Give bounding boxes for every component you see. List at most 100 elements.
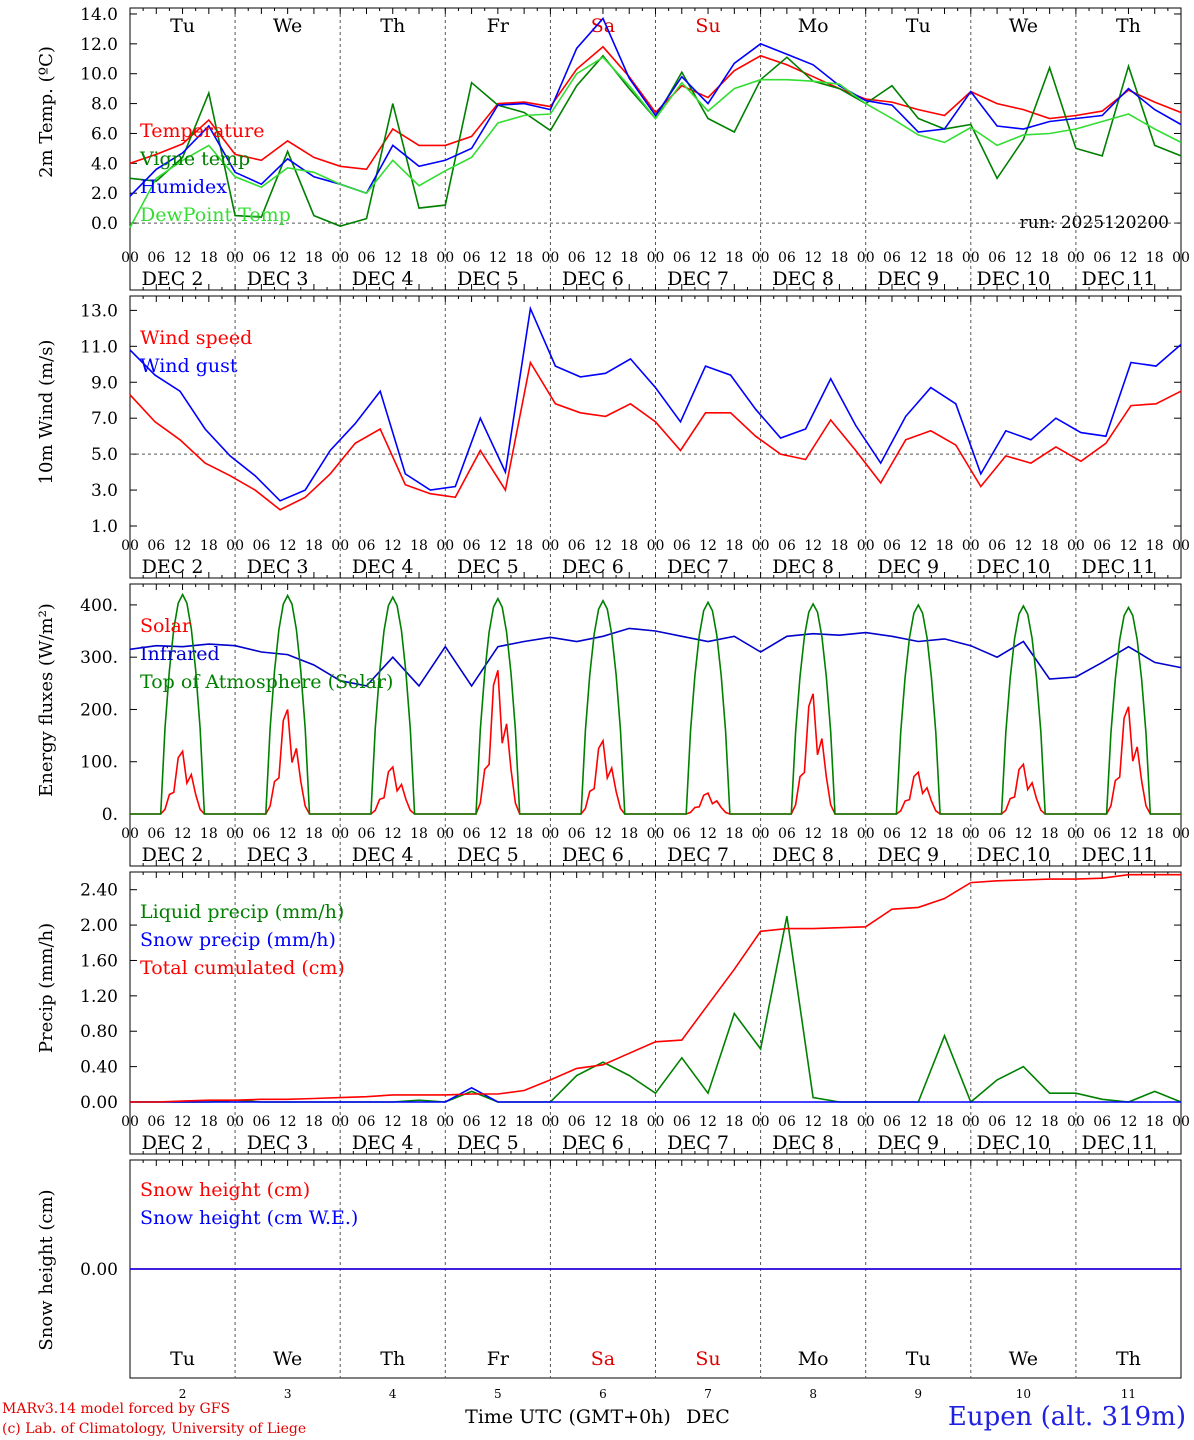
date-label: DEC 9 <box>877 556 939 578</box>
hour-label: 00 <box>962 826 980 842</box>
weekday-label: Mo <box>798 1348 829 1370</box>
date-label: DEC 5 <box>457 1132 519 1154</box>
flux-series-top-of-atmosphere-solar- <box>130 592 1181 815</box>
hour-label: 18 <box>515 1114 533 1130</box>
hour-label: 06 <box>568 826 586 842</box>
date-label: DEC 4 <box>352 1132 414 1154</box>
hour-label: 12 <box>909 538 927 554</box>
hour-label: 12 <box>174 250 192 266</box>
hour-label: 18 <box>1041 250 1059 266</box>
hour-label: 06 <box>778 250 796 266</box>
date-label: DEC 4 <box>352 844 414 866</box>
hour-label: 12 <box>174 538 192 554</box>
hour-label: 18 <box>305 538 323 554</box>
date-label: DEC 11 <box>1082 844 1156 866</box>
weekday-label: We <box>1009 1348 1038 1370</box>
temp-series-temperature <box>129 45 1182 171</box>
legend-entry: Temperature <box>140 120 264 142</box>
legend-entry: Infrared <box>140 643 220 665</box>
date-label: DEC 10 <box>976 844 1050 866</box>
hour-label: 18 <box>725 250 743 266</box>
hour-label: 12 <box>279 826 297 842</box>
hour-label: 06 <box>463 538 481 554</box>
hour-label: 06 <box>568 538 586 554</box>
hour-label: 12 <box>279 1114 297 1130</box>
hour-label: 00 <box>647 826 665 842</box>
hour-label: 06 <box>988 250 1006 266</box>
y-tick-label: 0.80 <box>80 1022 118 1042</box>
hour-label: 00 <box>226 826 244 842</box>
date-label: DEC 2 <box>142 844 204 866</box>
legend-entry: Snow precip (mm/h) <box>140 929 336 951</box>
hour-label: 12 <box>909 826 927 842</box>
legend-entry: Solar <box>140 615 192 637</box>
hour-label: 00 <box>436 1114 454 1130</box>
hour-label: 18 <box>620 538 638 554</box>
hour-label: 06 <box>147 538 165 554</box>
weekday-label: We <box>1009 15 1038 37</box>
hour-label: 00 <box>962 1114 980 1130</box>
date-label: DEC 9 <box>877 844 939 866</box>
hour-label: 12 <box>699 1114 717 1130</box>
hour-label: 18 <box>725 826 743 842</box>
hour-label: 18 <box>725 1114 743 1130</box>
hour-label: 06 <box>1093 826 1111 842</box>
date-label: DEC 5 <box>457 844 519 866</box>
y-tick-label: 3.0 <box>91 481 118 501</box>
hour-label: 18 <box>1041 1114 1059 1130</box>
hour-label: 06 <box>463 250 481 266</box>
hour-label: 00 <box>1172 1114 1190 1130</box>
hour-label: 12 <box>804 1114 822 1130</box>
weekday-label: We <box>273 15 302 37</box>
run-label: run: 2025120200 <box>1020 213 1169 233</box>
hour-label: 00 <box>857 538 875 554</box>
legend-entry: Wind speed <box>140 327 252 349</box>
hour-label: 12 <box>1120 250 1138 266</box>
date-label: DEC 10 <box>976 556 1050 578</box>
date-label: DEC 9 <box>877 1132 939 1154</box>
weekday-label: Th <box>380 1348 405 1370</box>
hour-label: 18 <box>305 1114 323 1130</box>
hour-label: 06 <box>883 826 901 842</box>
hour-label: 00 <box>1067 826 1085 842</box>
hour-label: 18 <box>200 538 218 554</box>
lab-credit: (c) Lab. of Climatology, University of L… <box>2 1421 307 1437</box>
y-tick-label: 1.20 <box>80 987 118 1007</box>
hour-label: 18 <box>410 250 428 266</box>
y-tick-label: 13.0 <box>80 301 118 321</box>
legend-entry: Wind gust <box>140 355 238 377</box>
hour-label: 18 <box>1041 826 1059 842</box>
hour-label: 18 <box>936 1114 954 1130</box>
hour-label: 12 <box>174 826 192 842</box>
hour-label: 00 <box>647 538 665 554</box>
y-tick-label: 100. <box>80 753 118 773</box>
weekday-label: Th <box>1116 15 1141 37</box>
y-tick-label: 0.40 <box>80 1058 118 1078</box>
hour-label: 18 <box>831 538 849 554</box>
hour-label: 06 <box>1093 1114 1111 1130</box>
hour-label: 12 <box>1120 826 1138 842</box>
weekday-label: Tu <box>170 1348 195 1370</box>
y-tick-label: 6.0 <box>91 124 118 144</box>
date-label: DEC 10 <box>976 268 1050 290</box>
hour-label: 00 <box>857 1114 875 1130</box>
hour-label: 06 <box>252 826 270 842</box>
day-number: 4 <box>389 1387 397 1401</box>
hour-label: 12 <box>174 1114 192 1130</box>
hour-label: 12 <box>489 538 507 554</box>
hour-label: 00 <box>541 1114 559 1130</box>
hour-label: 12 <box>699 538 717 554</box>
hour-label: 18 <box>831 826 849 842</box>
weekday-label: Su <box>695 15 720 37</box>
y-tick-label: 200. <box>80 700 118 720</box>
hour-label: 18 <box>936 538 954 554</box>
hour-label: 12 <box>594 538 612 554</box>
hour-label: 12 <box>804 538 822 554</box>
hour-label: 00 <box>541 538 559 554</box>
weekday-label: Mo <box>798 15 829 37</box>
hour-label: 06 <box>252 1114 270 1130</box>
hour-label: 18 <box>410 538 428 554</box>
date-label: DEC 3 <box>247 556 309 578</box>
station-name: Eupen (alt. 319m) <box>947 1402 1186 1432</box>
hour-label: 18 <box>410 826 428 842</box>
